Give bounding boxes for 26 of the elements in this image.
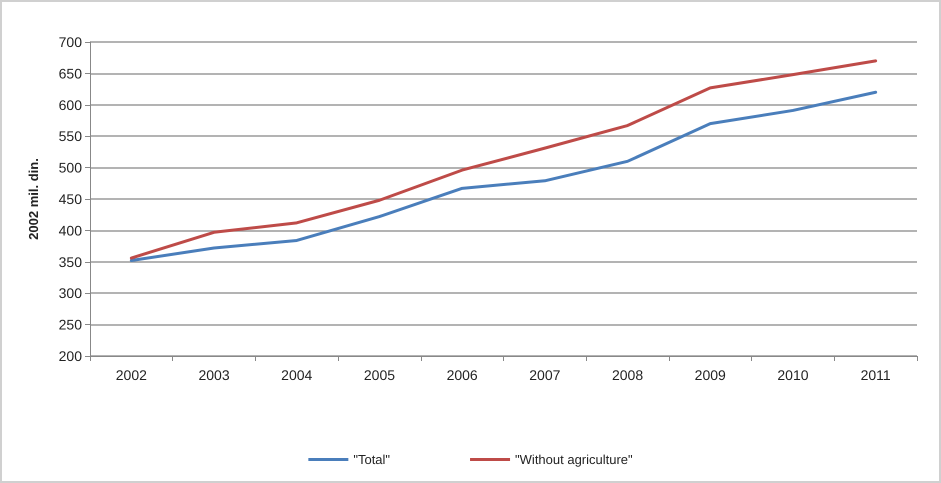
x-tick-label: 2010: [777, 367, 809, 383]
y-axis-title: 2002 mil. din.: [26, 158, 41, 240]
y-tick-label: 700: [58, 34, 82, 50]
y-tick-label: 400: [58, 222, 82, 238]
x-tick-label: 2008: [612, 367, 644, 383]
x-tick-label: 2006: [446, 367, 478, 383]
line-series: [130, 59, 878, 260]
y-tick-label: 250: [58, 316, 82, 333]
x-tick-label: 2002: [116, 367, 148, 383]
x-tick-label: 2007: [529, 367, 561, 383]
y-tick-label: 650: [58, 65, 82, 82]
x-tick-label: 2004: [281, 367, 313, 383]
y-tick-label: 600: [58, 96, 82, 113]
legend-label: "Without agriculture": [515, 452, 634, 467]
y-tick-label: 200: [58, 348, 82, 364]
legend-label: "Total": [353, 452, 390, 467]
x-tick-label: 2009: [694, 367, 726, 383]
y-tick-label: 450: [58, 191, 82, 207]
y-tick-label: 550: [58, 128, 82, 144]
line-series: [130, 90, 878, 262]
x-tick-label: 2005: [364, 367, 396, 383]
x-tick-label: 2003: [198, 367, 230, 383]
y-tick-label: 350: [58, 254, 82, 270]
y-tick-label: 500: [58, 160, 82, 176]
y-tick-label: 300: [58, 285, 82, 302]
x-tick-label: 2011: [860, 367, 891, 383]
